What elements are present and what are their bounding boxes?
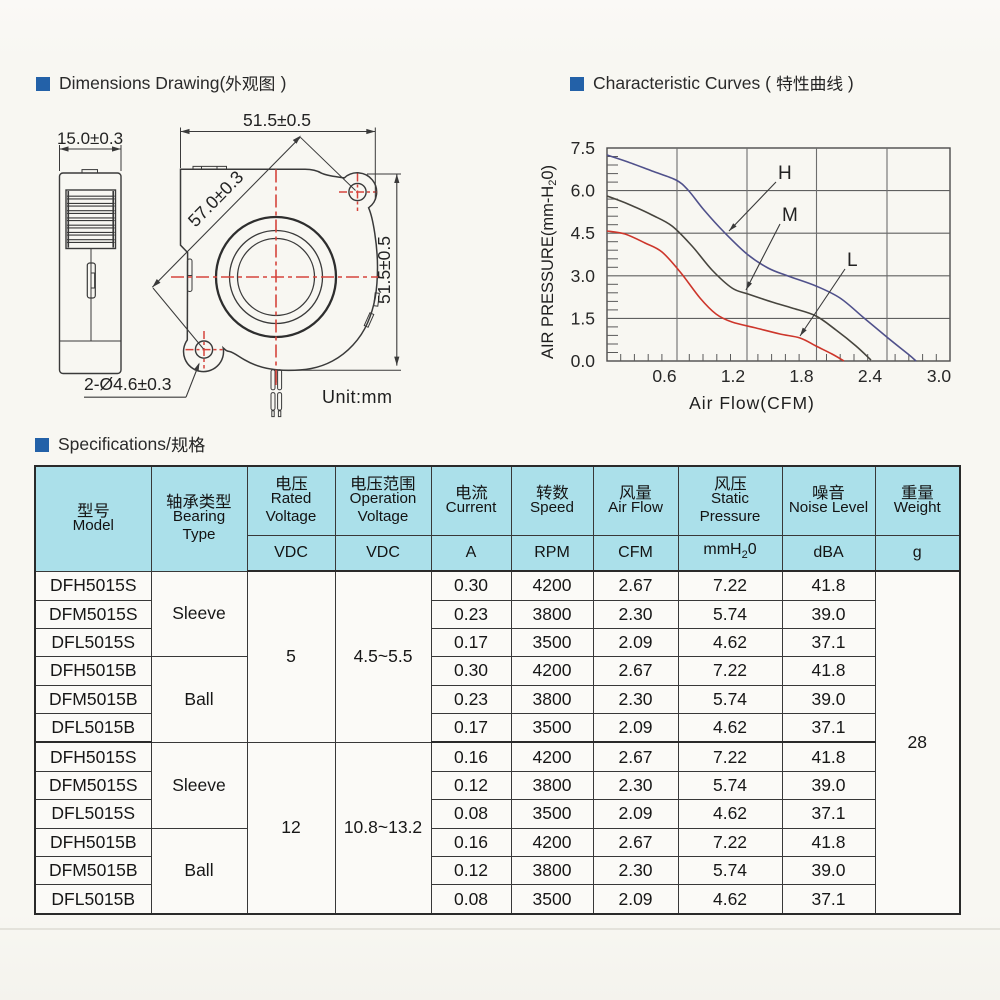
svg-text:L: L: [847, 250, 858, 271]
svg-text:6.0: 6.0: [571, 181, 596, 201]
svg-text:1.8: 1.8: [789, 366, 813, 386]
svg-text:M: M: [782, 205, 798, 226]
svg-text:1.5: 1.5: [571, 308, 595, 328]
svg-text:0.6: 0.6: [652, 366, 676, 386]
svg-text:Unit:mm: Unit:mm: [322, 387, 393, 407]
svg-text:Air Flow(CFM): Air Flow(CFM): [689, 393, 815, 413]
svg-text:51.5±0.5: 51.5±0.5: [374, 236, 394, 304]
svg-text:1.2: 1.2: [721, 366, 745, 386]
svg-text:4.5: 4.5: [571, 223, 595, 243]
svg-text:2.4: 2.4: [858, 366, 883, 386]
svg-text:57.0±0.3: 57.0±0.3: [184, 167, 247, 231]
svg-text:H: H: [778, 163, 792, 184]
svg-text:3.0: 3.0: [927, 366, 952, 386]
svg-text:51.5±0.5: 51.5±0.5: [243, 110, 311, 130]
svg-text:3.0: 3.0: [571, 266, 596, 286]
svg-text:2-Ø4.6±0.3: 2-Ø4.6±0.3: [84, 374, 171, 394]
svg-text:AIR PRESSURE(mm-H20): AIR PRESSURE(mm-H20): [539, 165, 559, 359]
svg-text:0.0: 0.0: [571, 351, 596, 371]
svg-text:15.0±0.3: 15.0±0.3: [57, 129, 123, 148]
svg-text:7.5: 7.5: [571, 138, 595, 158]
